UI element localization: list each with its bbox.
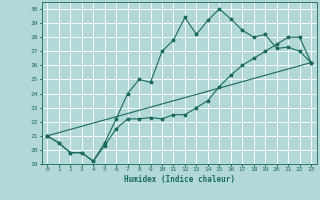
X-axis label: Humidex (Indice chaleur): Humidex (Indice chaleur) xyxy=(124,175,235,184)
